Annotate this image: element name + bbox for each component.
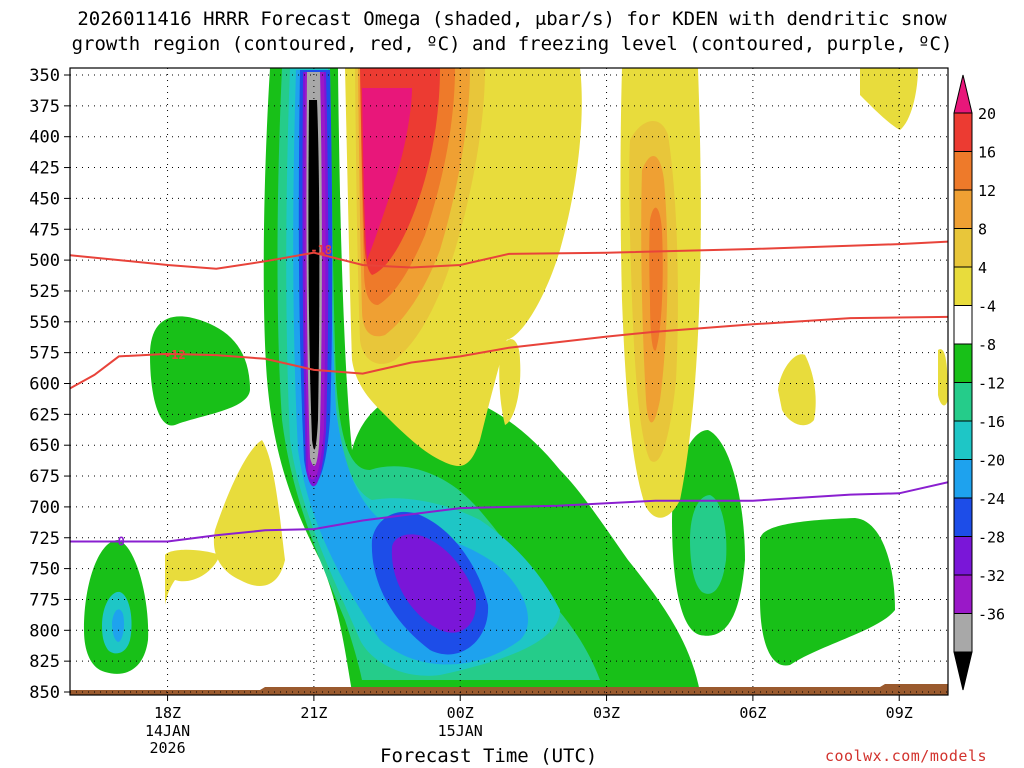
y-tick-label: 800 (29, 621, 60, 641)
source-credit: coolwx.com/models (825, 747, 988, 765)
y-tick-label: 775 (29, 590, 60, 610)
colorbar-label: -28 (978, 529, 1005, 547)
sinking-yellow-lower-left (165, 549, 220, 605)
y-tick-label: 450 (29, 189, 60, 209)
colorbar-bin (953, 382, 973, 422)
omega-right-teal (690, 495, 727, 594)
contour-label: -18 (310, 243, 332, 257)
colorbar-bin (953, 420, 973, 460)
colorbar-label: -4 (978, 298, 996, 316)
x-tick-label: 03Z (593, 704, 620, 722)
colorbar-bin (953, 189, 973, 229)
sinking-yellow-left (213, 440, 285, 586)
sinking-yellow-right-1 (778, 354, 816, 426)
contour-line (70, 315, 948, 390)
colorbar-label: 12 (978, 182, 996, 200)
sinking-yellow-topright (860, 68, 918, 130)
colorbar-label: -32 (978, 567, 1005, 585)
colorbar-label: -20 (978, 452, 1005, 470)
omega-lobe-purple (391, 534, 476, 633)
colorbar-bin (953, 343, 973, 383)
colorbar-label: 8 (978, 221, 987, 239)
colorbar-bin (953, 497, 973, 537)
omega-column-lightblue (293, 70, 529, 665)
x-tick-label: 18Z (154, 704, 181, 722)
y-tick-label: 850 (29, 683, 60, 703)
y-tick-label: 825 (29, 652, 60, 672)
omega-column-black (308, 100, 320, 450)
contour-label: 0 (118, 534, 125, 548)
colorbar-label: 16 (978, 144, 996, 162)
y-tick-label: 600 (29, 375, 60, 395)
terrain-strip (70, 684, 948, 695)
omega-small-lightblue (112, 609, 125, 642)
y-tick-label: 500 (29, 251, 60, 271)
colorbar-label: -8 (978, 336, 996, 354)
sinking-yellow-edge (938, 349, 948, 406)
x-axis-label: Forecast Time (UTC) (380, 745, 598, 767)
colorbar-bin (953, 305, 973, 345)
colorbar-bin (953, 613, 973, 653)
chart-title-line-1: 2026011416 HRRR Forecast Omega (shaded, … (77, 8, 947, 30)
colorbar-bin (953, 266, 973, 306)
omega-left-green (150, 316, 250, 426)
y-tick-label: 650 (29, 436, 60, 456)
colorbar-label: -36 (978, 606, 1005, 624)
plot-area (70, 68, 948, 695)
colorbar: 20 16 12 8 4 -4 -8 -12 -16 -20 -24 -28 -32 -36 (953, 74, 1005, 691)
colorbar-bin (953, 112, 973, 152)
temperature-contours: -18 -12 0 (70, 240, 948, 548)
sinking-magenta (362, 88, 412, 260)
y-tick-label: 575 (29, 344, 60, 364)
plot-frame (69, 67, 949, 696)
colorbar-arrow-bottom (953, 651, 973, 691)
contour-line (70, 240, 948, 270)
x-tick-label: 06Z (739, 704, 766, 722)
colorbar-bin (953, 536, 973, 576)
colorbar-bin (953, 151, 973, 191)
x-tick-date: 15JAN (438, 722, 483, 740)
y-tick-label: 700 (29, 498, 60, 518)
y-tick-label: 625 (29, 405, 60, 425)
colorbar-label: -16 (978, 413, 1005, 431)
colorbar-label: 20 (978, 105, 996, 123)
colorbar-label: -24 (978, 490, 1005, 508)
colorbar-label: -12 (978, 375, 1005, 393)
colorbar-bin (953, 574, 973, 614)
x-tick-date: 14JAN (145, 722, 190, 740)
contour-line (70, 481, 948, 543)
y-tick-label: 350 (29, 66, 60, 86)
x-tick-year: 2026 (149, 739, 185, 757)
y-tick-label: 475 (29, 220, 60, 240)
colorbar-label: 4 (978, 259, 987, 277)
sinking-yellow-upper (505, 68, 582, 340)
chart-title-line-2: growth region (contoured, red, ºC) and f… (71, 33, 953, 55)
x-tick-label: 21Z (300, 704, 327, 722)
y-axis: 350 375 400 425 450 475 500 525 550 575 600 625 650 6… (29, 66, 70, 703)
y-tick-label: 400 (29, 128, 60, 148)
colorbar-arrow-top (953, 74, 973, 114)
contour-label: -12 (164, 348, 186, 362)
omega-right-green-2 (760, 518, 895, 666)
y-tick-label: 375 (29, 97, 60, 117)
colorbar-bin (953, 228, 973, 268)
y-tick-label: 425 (29, 159, 60, 179)
x-tick-label: 09Z (886, 704, 913, 722)
y-tick-label: 550 (29, 313, 60, 333)
x-tick-label: 00Z (447, 704, 474, 722)
grid-lines (70, 68, 948, 695)
y-tick-label: 675 (29, 467, 60, 487)
y-tick-label: 750 (29, 560, 60, 580)
y-tick-label: 525 (29, 282, 60, 302)
sinking-band-red (649, 207, 663, 351)
sinking-yellow-mid (499, 339, 521, 425)
colorbar-bin (953, 459, 973, 499)
y-tick-label: 725 (29, 529, 60, 549)
